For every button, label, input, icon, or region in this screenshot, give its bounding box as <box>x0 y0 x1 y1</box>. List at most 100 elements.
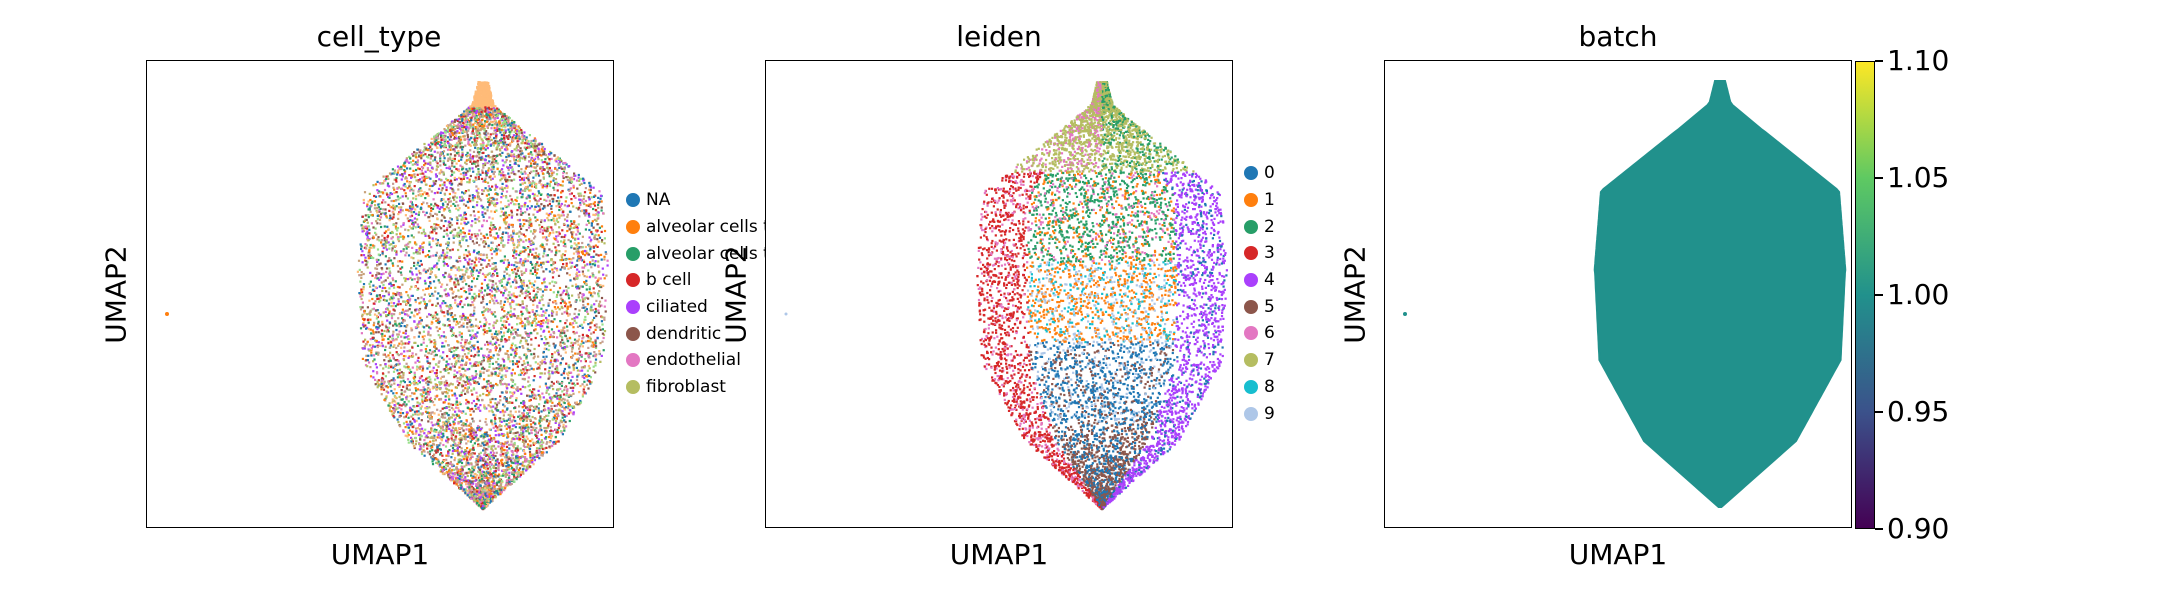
data-point <box>583 385 586 388</box>
data-point <box>504 485 507 488</box>
data-point <box>490 286 494 289</box>
data-point <box>410 214 414 217</box>
data-point <box>387 291 390 294</box>
data-point <box>500 134 503 137</box>
data-point <box>495 299 498 302</box>
data-point <box>543 153 546 156</box>
data-point <box>543 401 547 404</box>
data-point <box>420 450 424 453</box>
data-point <box>489 349 492 352</box>
data-point <box>533 393 536 396</box>
data-point <box>540 447 543 450</box>
data-point <box>525 239 528 242</box>
data-point <box>604 299 607 302</box>
data-point <box>563 254 566 257</box>
data-point <box>435 444 438 447</box>
data-point <box>385 385 388 388</box>
data-point <box>527 177 530 180</box>
data-point <box>568 301 571 304</box>
data-point <box>565 196 568 199</box>
data-point <box>595 323 598 326</box>
data-point <box>371 213 374 217</box>
data-point <box>590 222 593 225</box>
data-point <box>499 319 503 322</box>
data-point <box>506 232 509 235</box>
data-point <box>417 179 420 182</box>
data-point <box>456 371 459 374</box>
data-point <box>426 269 429 272</box>
data-point <box>537 362 540 365</box>
data-point <box>496 488 499 491</box>
data-point <box>539 417 542 420</box>
data-point <box>424 428 427 431</box>
data-point <box>550 207 553 210</box>
data-point <box>424 162 427 165</box>
data-point <box>580 194 583 197</box>
data-point <box>496 125 499 128</box>
data-point <box>519 473 522 476</box>
data-point <box>402 393 405 396</box>
data-point <box>493 296 497 299</box>
data-point <box>426 444 429 447</box>
data-point <box>368 312 371 315</box>
data-point <box>554 307 557 311</box>
data-point <box>416 261 420 264</box>
data-point <box>508 426 511 429</box>
data-point <box>487 382 491 385</box>
data-point <box>543 229 546 232</box>
data-point <box>513 172 516 176</box>
data-point <box>550 410 553 413</box>
data-point <box>564 322 567 325</box>
data-point <box>385 290 388 293</box>
data-point <box>585 275 588 278</box>
data-point <box>516 386 519 389</box>
data-point <box>469 325 472 328</box>
data-point <box>451 403 454 406</box>
data-point <box>474 196 477 199</box>
data-point <box>503 141 506 144</box>
data-point <box>514 125 517 128</box>
data-point <box>421 335 424 338</box>
data-point <box>469 458 472 461</box>
data-point <box>547 330 551 333</box>
data-point <box>421 325 424 328</box>
data-point <box>520 239 523 242</box>
data-point <box>466 170 469 173</box>
data-point <box>537 407 540 410</box>
data-point <box>372 307 375 310</box>
data-point <box>548 153 551 156</box>
data-point <box>501 411 505 414</box>
data-point <box>431 387 434 390</box>
data-point <box>477 216 480 219</box>
data-point <box>536 367 539 370</box>
data-point <box>495 249 498 252</box>
data-point <box>393 410 396 413</box>
data-point <box>385 248 388 251</box>
data-point <box>488 160 491 163</box>
data-point <box>452 443 455 447</box>
data-point <box>508 277 511 280</box>
data-point <box>449 462 452 465</box>
data-point <box>434 173 438 176</box>
data-point <box>550 205 553 208</box>
data-point <box>493 210 496 213</box>
data-point <box>427 420 430 423</box>
data-point <box>449 123 452 126</box>
data-point <box>470 365 473 368</box>
data-point <box>557 440 560 443</box>
data-point <box>405 177 408 180</box>
data-point <box>369 375 373 378</box>
data-point <box>576 360 579 363</box>
data-point <box>492 262 496 265</box>
data-point <box>429 286 432 289</box>
data-point <box>431 424 434 427</box>
data-point <box>554 442 557 445</box>
data-point <box>425 287 428 290</box>
data-point <box>461 472 464 475</box>
data-point <box>513 416 516 419</box>
data-point <box>504 126 507 129</box>
data-point <box>501 458 504 461</box>
data-point <box>477 354 480 357</box>
data-point <box>418 188 421 191</box>
data-point <box>493 158 496 161</box>
